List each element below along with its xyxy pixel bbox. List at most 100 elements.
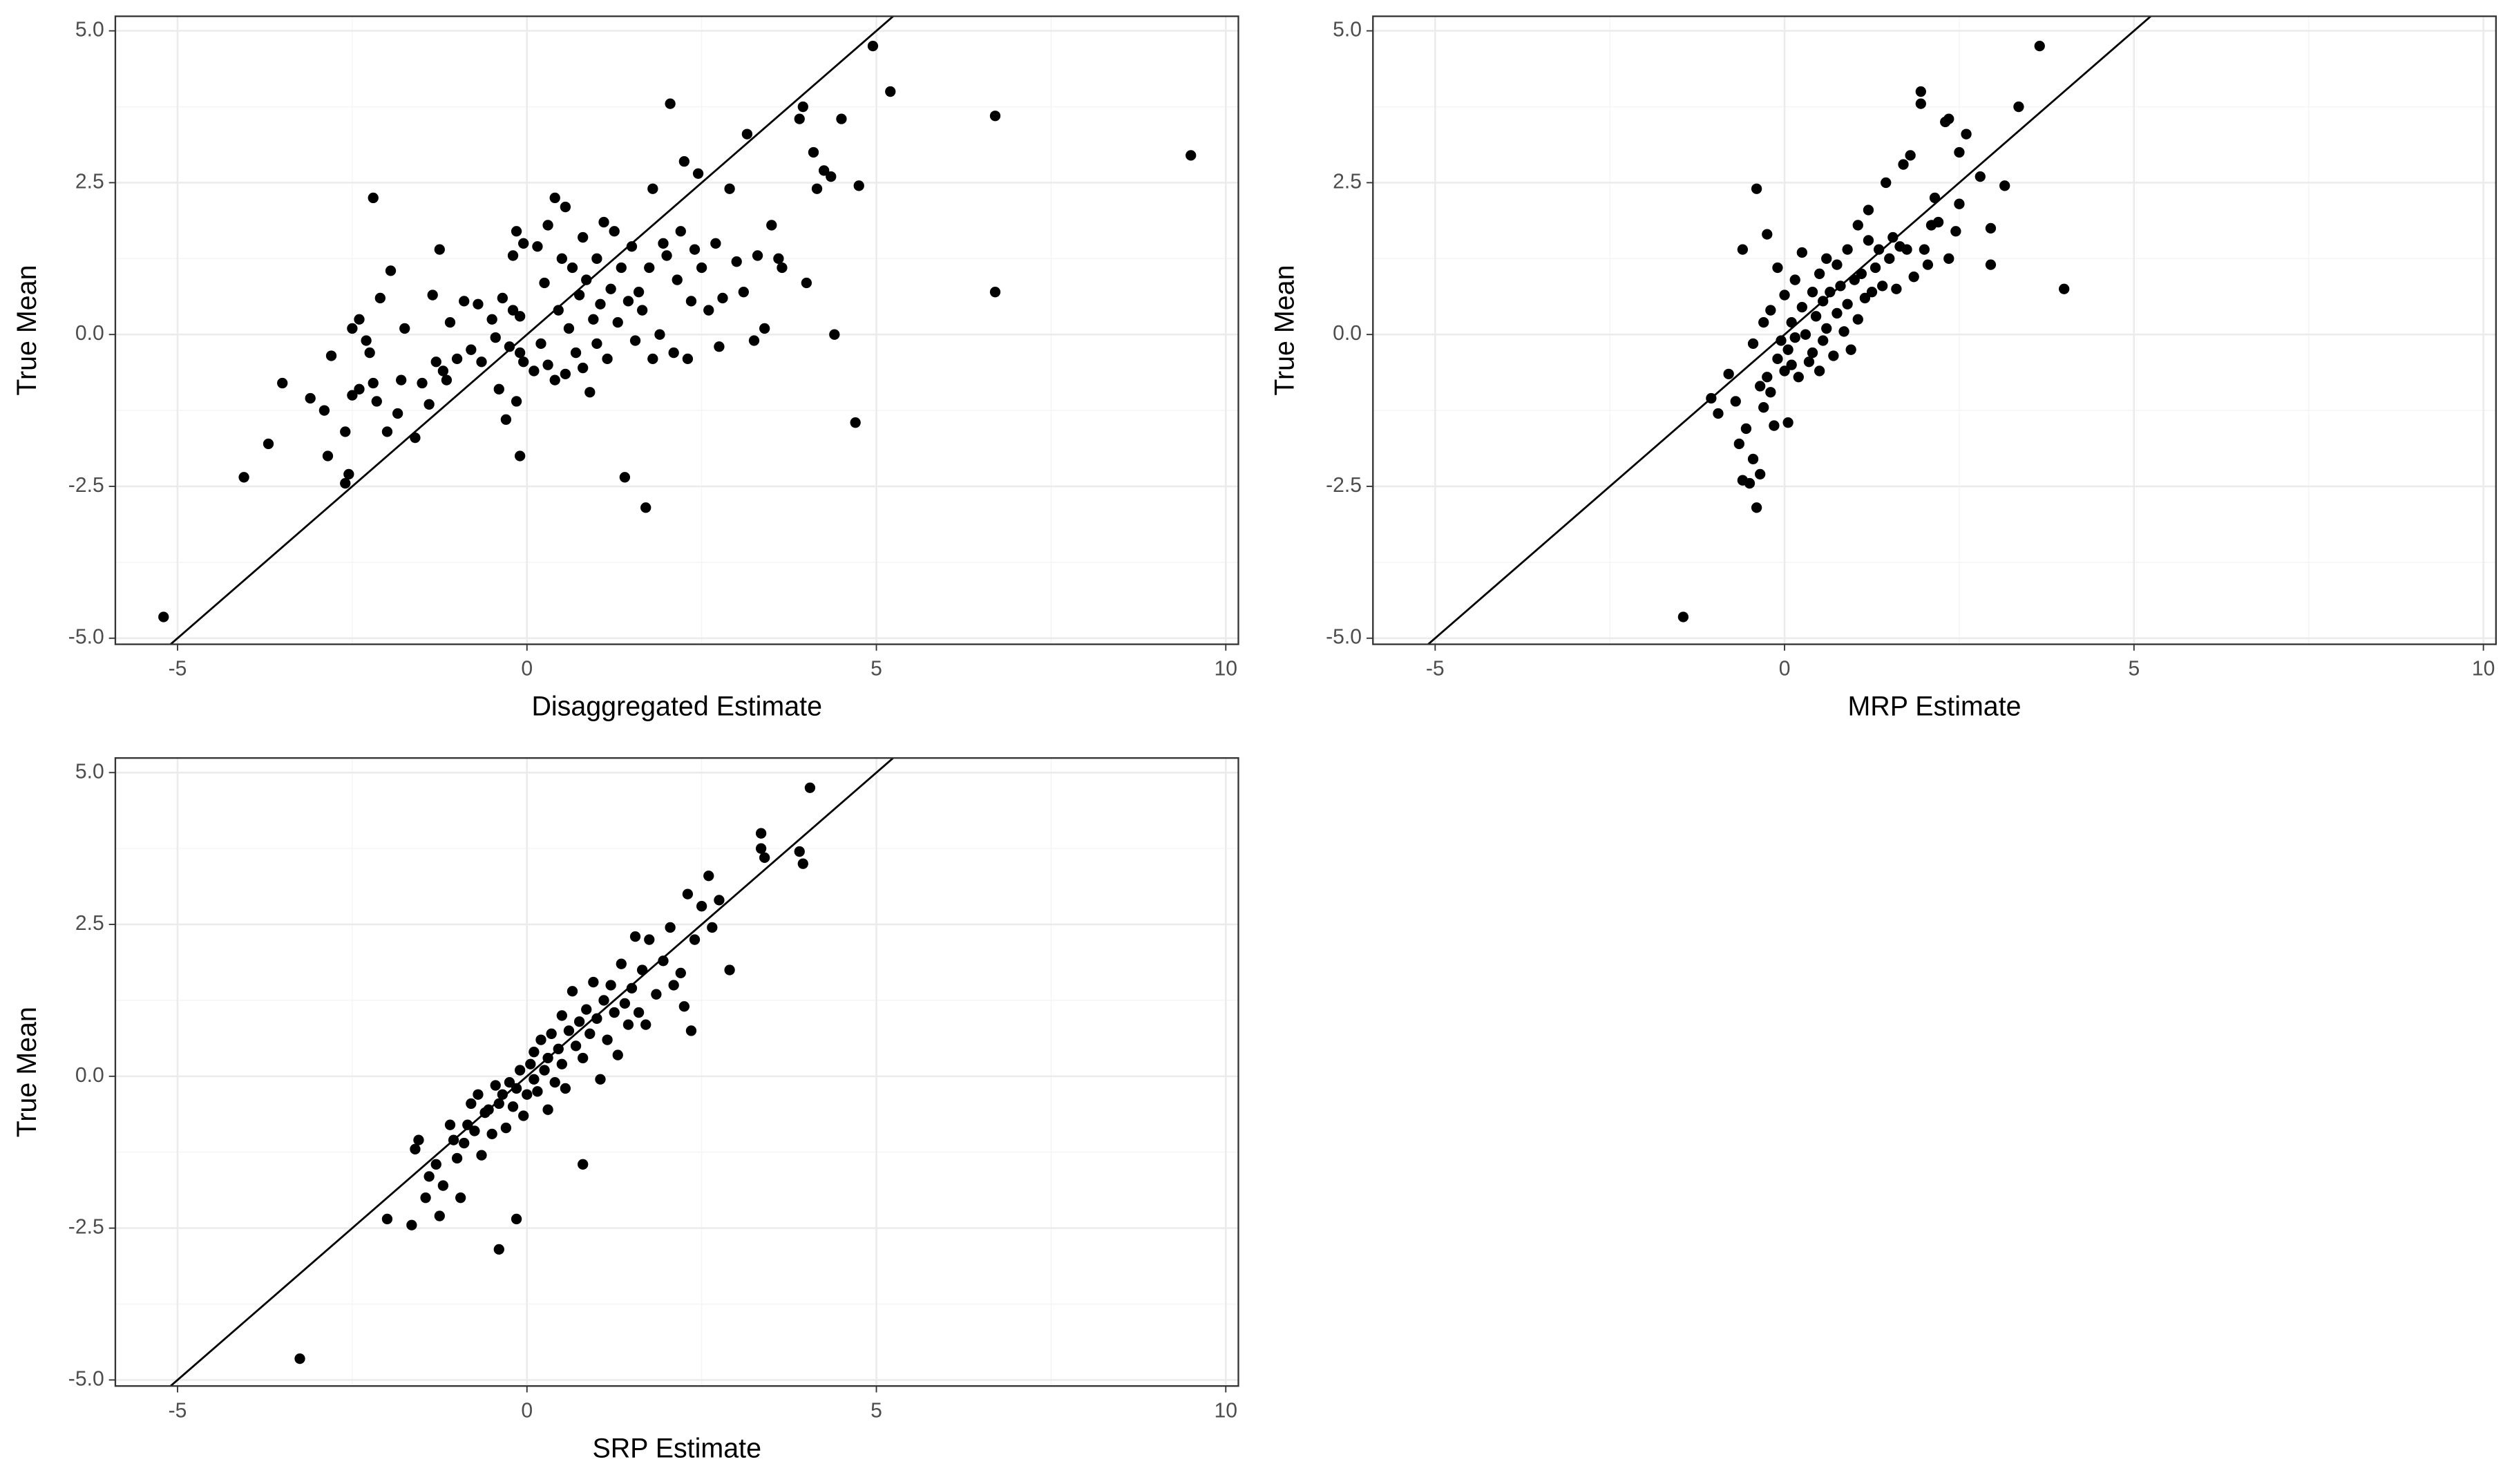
point [1961,129,1972,140]
point [535,338,546,350]
point [410,432,421,444]
point [581,1004,592,1015]
point [1803,356,1815,368]
y-tick-label: 5.0 [75,760,104,783]
point [417,377,428,389]
point [437,365,449,377]
point [640,502,651,513]
point [444,1119,456,1130]
point [371,396,382,407]
point [430,356,441,368]
point [804,782,816,793]
point [989,287,1001,298]
point [675,967,686,979]
y-axis-title: True Mean [12,265,42,396]
point [413,1134,424,1145]
point [525,1058,536,1069]
x-tick-label: -5 [1426,658,1445,681]
point [1831,307,1843,319]
point [1999,180,2010,191]
point [584,1028,596,1039]
point [1737,244,1749,255]
point [591,338,602,350]
point [1863,235,1874,246]
point [514,1065,526,1076]
point [451,353,463,365]
point [651,989,662,1000]
point [609,226,620,237]
point [343,468,354,480]
point [595,298,606,310]
point [511,1213,522,1225]
point [1881,177,1892,189]
point [466,1098,477,1110]
point [507,305,519,316]
point [1758,402,1769,413]
point [385,265,397,276]
point [514,311,526,322]
y-tick-label: 0.0 [75,1064,104,1087]
point [325,350,337,361]
point [616,262,627,274]
point [560,368,571,379]
point [396,374,407,386]
point [622,296,634,307]
point [578,231,589,243]
point [529,1074,540,1085]
point [511,396,522,407]
point [532,241,543,252]
point [318,405,330,416]
point [1779,365,1790,377]
point [448,1134,459,1145]
point [1706,392,1717,404]
point [1782,344,1793,355]
point [539,277,550,289]
point [542,1104,553,1115]
point [483,1104,494,1115]
point [1891,283,1902,294]
point [710,238,721,249]
point [1821,323,1832,334]
point [1796,301,1808,313]
point [989,111,1001,122]
point [424,1171,435,1182]
point [529,1047,540,1058]
point [1723,368,1734,379]
point [794,113,805,124]
point [1776,335,1787,346]
point [374,292,386,304]
point [724,183,735,194]
point [406,1219,417,1230]
point [294,1353,305,1364]
point [1772,353,1783,365]
point [578,1159,589,1170]
point [759,852,770,864]
point [553,305,564,316]
point [738,287,749,298]
point [518,356,529,368]
point [542,1052,553,1064]
point [1740,423,1752,435]
point [1677,611,1689,622]
point [1747,453,1759,465]
point [595,1074,606,1085]
point [584,387,596,398]
point [644,262,655,274]
point [556,253,567,264]
y-axis-title: True Mean [12,1007,42,1137]
point [853,180,864,191]
point [678,156,689,167]
point [633,287,645,298]
point [1765,387,1776,398]
point [588,314,599,325]
x-tick-label: 0 [1779,658,1791,681]
point [654,329,665,340]
point [493,1244,504,1255]
point [514,450,526,462]
x-tick-label: -5 [169,1399,187,1422]
point [605,283,616,294]
point [1744,477,1755,489]
point [354,383,365,394]
point [819,165,830,176]
point [703,871,714,882]
